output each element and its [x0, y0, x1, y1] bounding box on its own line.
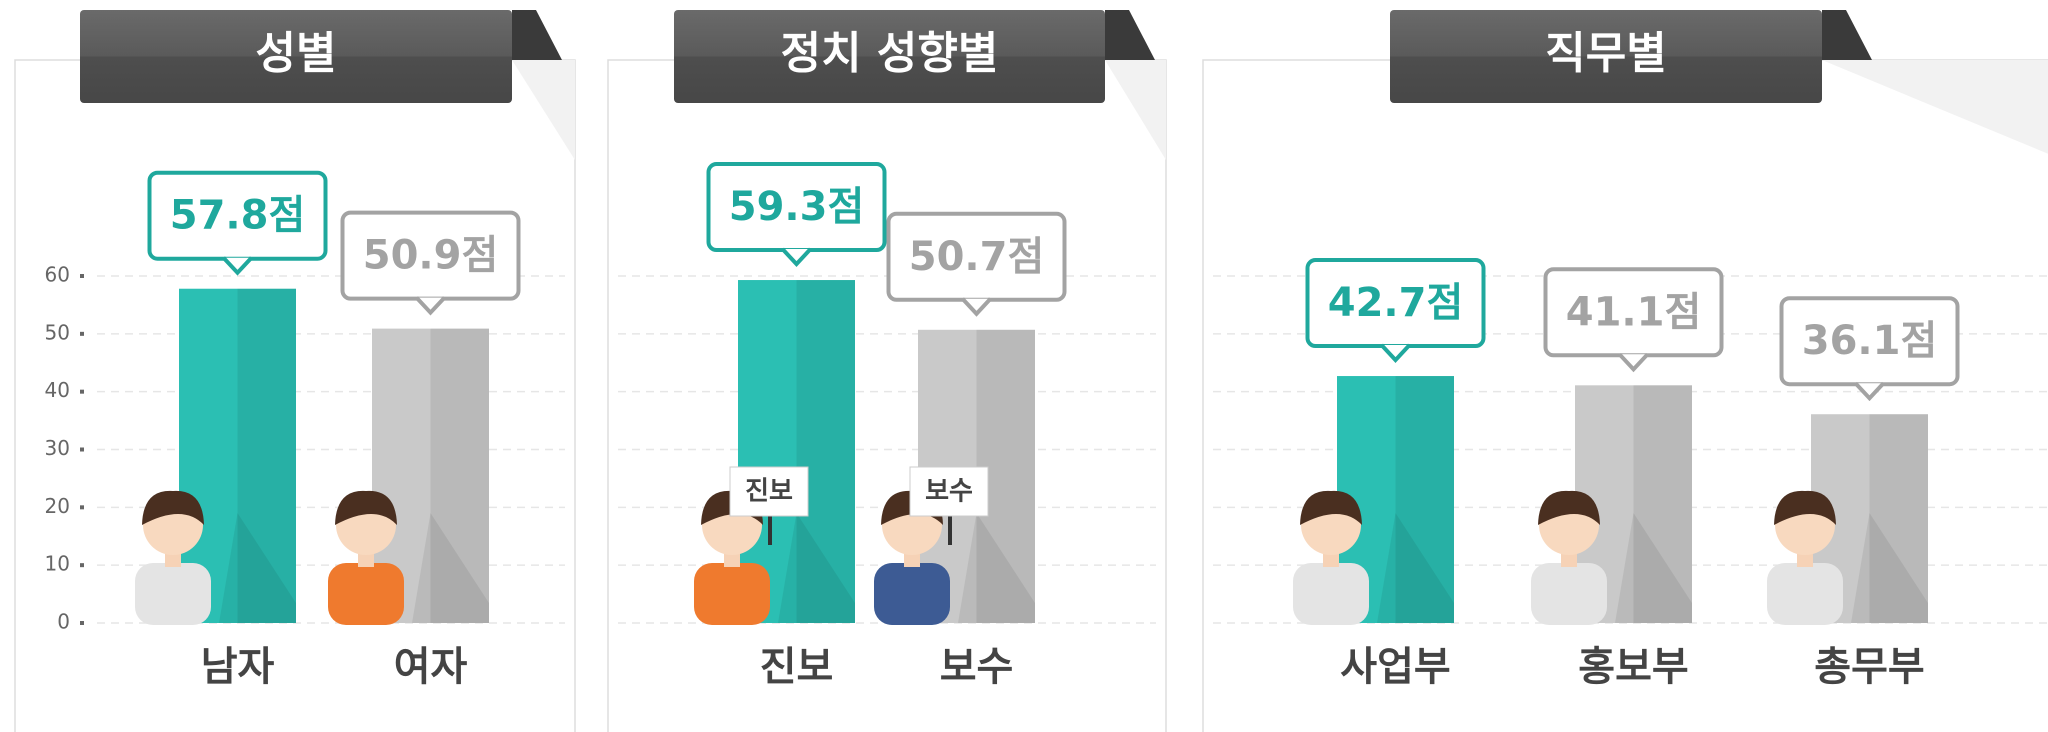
y-tick-mark: [80, 563, 84, 567]
person-body: [1767, 563, 1843, 625]
chart-title: 직무별: [1545, 28, 1666, 79]
infographic: 0 10 20 30 40 50 60 성별 57.8점남자 50.9점여자 정치 성향별 59.3점…: [0, 0, 2048, 732]
x-tick-label: 남자: [201, 644, 275, 690]
y-tick-label: 10: [45, 552, 70, 576]
x-tick-label: 홍보부: [1578, 644, 1688, 690]
y-tick-mark: [80, 621, 84, 625]
y-tick-mark: [80, 332, 84, 336]
person-body: [694, 563, 770, 625]
y-tick-label: 40: [45, 378, 70, 402]
x-tick-label: 진보: [760, 644, 834, 690]
value-label: 41.1점: [1566, 289, 1702, 335]
y-tick-label: 20: [45, 494, 70, 518]
y-tick-label: 50: [45, 320, 70, 344]
value-label: 50.7점: [909, 234, 1045, 280]
y-tick-mark: [80, 448, 84, 452]
y-tick-label: 30: [45, 436, 70, 460]
y-tick-mark: [80, 390, 84, 394]
y-tick-mark: [80, 505, 84, 509]
value-label: 50.9점: [363, 233, 499, 279]
person-neck: [165, 553, 181, 567]
person-neck: [1323, 553, 1339, 567]
y-tick-label: 0: [57, 610, 70, 634]
x-tick-label: 사업부: [1340, 644, 1450, 690]
person-neck: [904, 553, 920, 567]
person-body: [328, 563, 404, 625]
person-neck: [358, 553, 374, 567]
tab-fold: [512, 10, 562, 60]
person-body: [1293, 563, 1369, 625]
x-tick-label: 총무부: [1814, 644, 1924, 690]
y-tick-label: 60: [45, 263, 70, 287]
y-tick-mark: [80, 274, 84, 278]
person-neck: [1561, 553, 1577, 567]
x-tick-label: 보수: [940, 644, 1014, 690]
annotation: 진보: [745, 477, 793, 507]
value-label: 42.7점: [1328, 280, 1464, 326]
tab-fold: [1105, 10, 1155, 60]
person-body: [874, 563, 950, 625]
value-label: 36.1점: [1802, 318, 1938, 364]
annotation: 보수: [925, 477, 973, 507]
value-label: 57.8점: [170, 193, 306, 239]
chart-title: 성별: [256, 28, 337, 79]
value-label: 59.3점: [729, 184, 865, 230]
person-neck: [724, 553, 740, 567]
x-tick-label: 여자: [394, 644, 468, 690]
person-neck: [1797, 553, 1813, 567]
tab-fold: [1822, 10, 1872, 60]
person-body: [1531, 563, 1607, 625]
chart-title: 정치 성향별: [781, 28, 999, 79]
panel: [608, 60, 1166, 732]
person-body: [135, 563, 211, 625]
